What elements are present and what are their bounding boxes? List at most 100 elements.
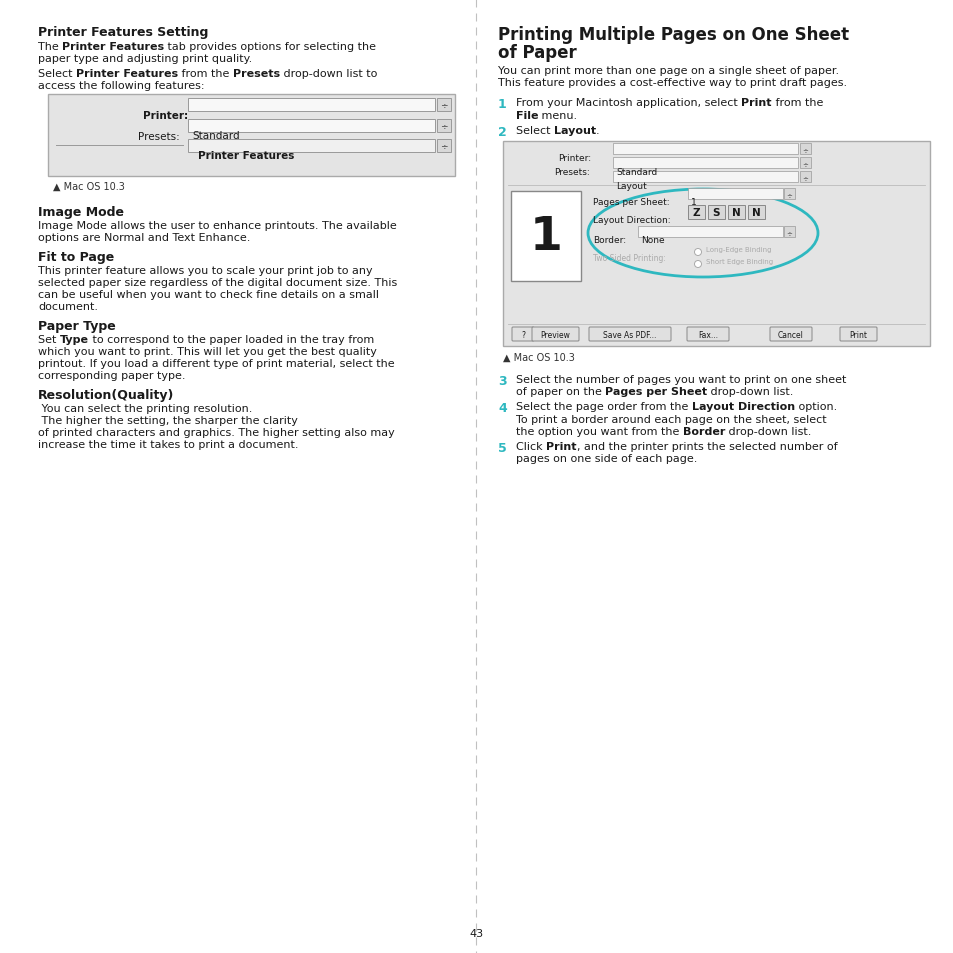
- Text: options are Normal and Text Enhance.: options are Normal and Text Enhance.: [38, 233, 250, 243]
- Text: menu.: menu.: [537, 111, 577, 121]
- Text: from the: from the: [771, 98, 822, 108]
- Text: ▲ Mac OS 10.3: ▲ Mac OS 10.3: [502, 353, 575, 363]
- Text: Presets: Presets: [233, 69, 280, 79]
- Text: can be useful when you want to check fine details on a small: can be useful when you want to check fin…: [38, 290, 378, 299]
- FancyBboxPatch shape: [686, 328, 728, 341]
- Bar: [511, 192, 580, 282]
- Text: access the following features:: access the following features:: [38, 81, 204, 91]
- Text: Save As PDF...: Save As PDF...: [602, 330, 656, 339]
- Text: S: S: [712, 208, 720, 218]
- Text: corresponding paper type.: corresponding paper type.: [38, 371, 185, 380]
- FancyBboxPatch shape: [800, 144, 810, 154]
- FancyBboxPatch shape: [727, 206, 744, 220]
- Text: selected paper size regardless of the digital document size. This: selected paper size regardless of the di…: [38, 277, 396, 288]
- Text: Pages per Sheet: Pages per Sheet: [605, 387, 707, 396]
- FancyBboxPatch shape: [613, 158, 797, 169]
- Text: Paper Type: Paper Type: [38, 319, 115, 333]
- FancyBboxPatch shape: [613, 172, 797, 183]
- Text: ÷: ÷: [785, 230, 791, 235]
- Text: Print: Print: [740, 98, 771, 108]
- FancyBboxPatch shape: [687, 206, 704, 220]
- Text: Presets:: Presets:: [554, 168, 589, 177]
- Text: Short Edge Binding: Short Edge Binding: [705, 258, 772, 265]
- Text: paper type and adjusting print quality.: paper type and adjusting print quality.: [38, 54, 252, 64]
- Text: Two Sided Printing:: Two Sided Printing:: [593, 253, 665, 263]
- Text: Layout Direction:: Layout Direction:: [593, 215, 670, 225]
- FancyBboxPatch shape: [502, 142, 929, 347]
- Text: which you want to print. This will let you get the best quality: which you want to print. This will let y…: [38, 347, 376, 356]
- Text: ÷: ÷: [785, 192, 791, 198]
- Text: N: N: [751, 208, 760, 218]
- Text: Resolution(Quality): Resolution(Quality): [38, 389, 174, 401]
- Text: Select the number of pages you want to print on one sheet: Select the number of pages you want to p…: [516, 375, 845, 385]
- Text: The: The: [38, 42, 62, 52]
- Text: Print: Print: [848, 330, 866, 339]
- Text: drop-down list.: drop-down list.: [707, 387, 793, 396]
- FancyBboxPatch shape: [800, 158, 810, 169]
- Text: ÷: ÷: [801, 161, 807, 167]
- FancyBboxPatch shape: [588, 328, 670, 341]
- Text: pages on one side of each page.: pages on one side of each page.: [516, 454, 697, 463]
- FancyBboxPatch shape: [48, 95, 455, 177]
- FancyBboxPatch shape: [436, 120, 451, 132]
- Text: File: File: [516, 111, 537, 121]
- Text: Cancel: Cancel: [778, 330, 803, 339]
- Text: Printer:: Printer:: [558, 153, 591, 163]
- Text: to correspond to the paper loaded in the tray from: to correspond to the paper loaded in the…: [89, 335, 374, 345]
- Text: Select: Select: [38, 69, 76, 79]
- Text: Type: Type: [60, 335, 89, 345]
- FancyBboxPatch shape: [188, 140, 435, 152]
- Text: Printer Features: Printer Features: [198, 151, 294, 161]
- Text: 4: 4: [497, 401, 506, 415]
- Text: ▲ Mac OS 10.3: ▲ Mac OS 10.3: [53, 182, 125, 192]
- Text: The higher the setting, the sharper the clarity: The higher the setting, the sharper the …: [38, 416, 297, 426]
- Text: printout. If you load a different type of print material, select the: printout. If you load a different type o…: [38, 358, 395, 369]
- Text: Click: Click: [516, 441, 545, 452]
- FancyBboxPatch shape: [436, 99, 451, 112]
- Text: Border:: Border:: [593, 235, 625, 245]
- FancyBboxPatch shape: [638, 227, 782, 237]
- Text: Select the page order from the: Select the page order from the: [516, 401, 691, 412]
- Text: To print a border around each page on the sheet, select: To print a border around each page on th…: [516, 415, 825, 424]
- Text: document.: document.: [38, 302, 98, 312]
- FancyBboxPatch shape: [747, 206, 764, 220]
- FancyBboxPatch shape: [613, 144, 797, 154]
- Text: tab provides options for selecting the: tab provides options for selecting the: [164, 42, 376, 52]
- Text: Print: Print: [545, 441, 576, 452]
- FancyBboxPatch shape: [188, 120, 435, 132]
- Text: Standard: Standard: [616, 168, 657, 177]
- Text: ÷: ÷: [439, 142, 447, 152]
- Text: Image Mode: Image Mode: [38, 206, 124, 219]
- Text: option.: option.: [794, 401, 837, 412]
- Text: 5: 5: [497, 441, 506, 455]
- Text: the option you want from the: the option you want from the: [516, 427, 682, 436]
- Text: Standard: Standard: [192, 131, 239, 141]
- Text: of printed characters and graphics. The higher setting also may: of printed characters and graphics. The …: [38, 428, 395, 437]
- Text: ÷: ÷: [801, 147, 807, 152]
- FancyBboxPatch shape: [188, 99, 435, 112]
- FancyBboxPatch shape: [800, 172, 810, 183]
- FancyBboxPatch shape: [707, 206, 724, 220]
- Text: 43: 43: [470, 928, 483, 938]
- Text: Preview: Preview: [540, 330, 570, 339]
- Text: Presets:: Presets:: [138, 132, 179, 142]
- FancyBboxPatch shape: [783, 227, 794, 237]
- Text: Image Mode allows the user to enhance printouts. The available: Image Mode allows the user to enhance pr…: [38, 221, 396, 231]
- Text: increase the time it takes to print a document.: increase the time it takes to print a do…: [38, 439, 298, 450]
- Text: 3: 3: [497, 375, 506, 388]
- Text: From your Macintosh application, select: From your Macintosh application, select: [516, 98, 740, 108]
- Text: from the: from the: [178, 69, 233, 79]
- Text: ÷: ÷: [439, 122, 447, 132]
- Text: N: N: [731, 208, 740, 218]
- Text: 1: 1: [690, 198, 696, 207]
- Text: You can print more than one page on a single sheet of paper.: You can print more than one page on a si…: [497, 66, 839, 76]
- Text: This feature provides a cost-effective way to print draft pages.: This feature provides a cost-effective w…: [497, 78, 846, 88]
- Text: Fit to Page: Fit to Page: [38, 251, 114, 264]
- Text: Printer:: Printer:: [143, 111, 188, 121]
- Text: Long-Edge Binding: Long-Edge Binding: [705, 247, 771, 253]
- Text: Select: Select: [516, 126, 554, 136]
- Text: 1: 1: [529, 214, 562, 259]
- Text: Printing Multiple Pages on One Sheet: Printing Multiple Pages on One Sheet: [497, 26, 848, 44]
- Text: Layout: Layout: [616, 182, 646, 191]
- FancyBboxPatch shape: [532, 328, 578, 341]
